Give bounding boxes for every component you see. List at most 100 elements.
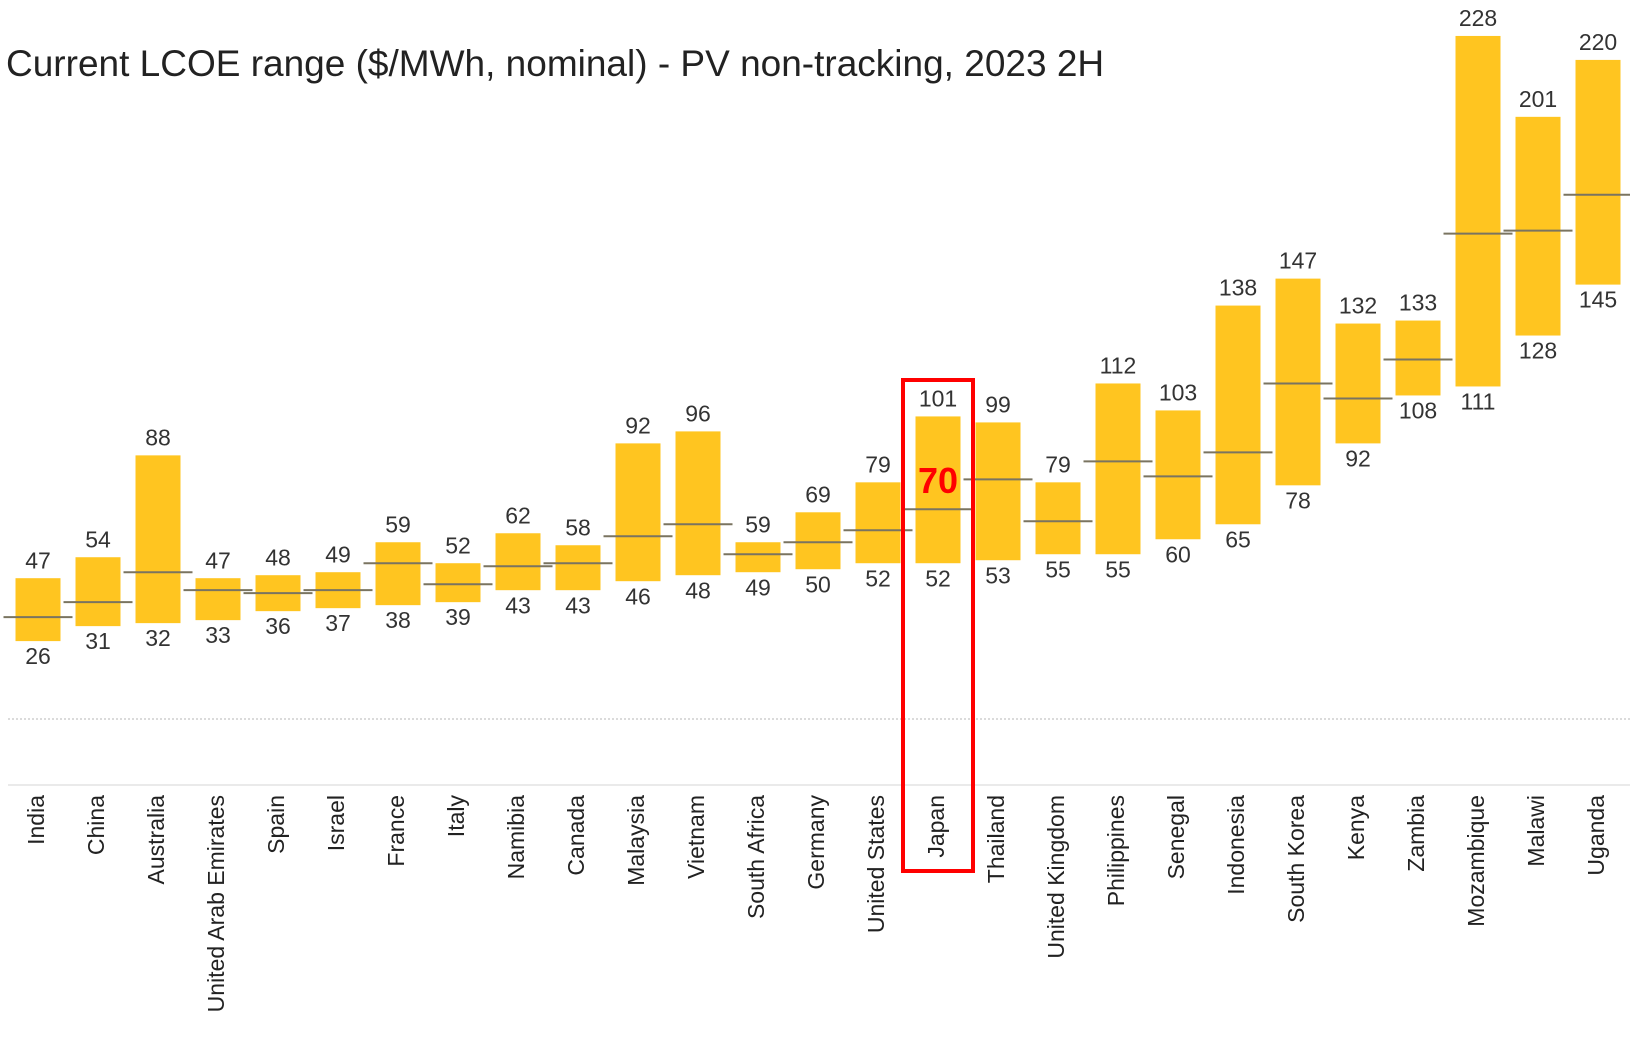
x-tick-label: Japan	[923, 795, 949, 858]
high-label: 47	[25, 547, 51, 573]
low-label: 36	[265, 613, 291, 639]
x-tick-label: South Korea	[1283, 795, 1309, 923]
range-bar	[1095, 383, 1141, 555]
low-label: 55	[1105, 556, 1131, 582]
highlight-box	[901, 378, 975, 873]
x-tick-label: Vietnam	[683, 795, 709, 879]
x-tick-label: Malawi	[1523, 795, 1549, 867]
low-label: 46	[625, 583, 651, 609]
highlight-label: 70	[918, 460, 958, 501]
x-tick-label: United Arab Emirates	[203, 795, 229, 1012]
low-label: 37	[325, 610, 351, 636]
x-tick-label: South Africa	[743, 795, 769, 919]
range-bar	[1515, 116, 1561, 336]
high-label: 59	[745, 511, 771, 537]
x-tick-label: France	[383, 795, 409, 867]
x-tick-label: Mozambique	[1463, 795, 1489, 927]
range-bar	[195, 578, 241, 621]
range-bar	[1155, 410, 1201, 540]
range-bar	[375, 542, 421, 606]
low-label: 33	[205, 622, 231, 648]
low-label: 53	[985, 562, 1011, 588]
high-label: 58	[565, 514, 591, 540]
low-label: 52	[925, 565, 951, 591]
range-bar	[1275, 278, 1321, 486]
high-label: 101	[919, 385, 957, 411]
range-bar	[615, 443, 661, 582]
low-label: 38	[385, 607, 411, 633]
high-label: 62	[505, 502, 531, 528]
range-bar	[675, 431, 721, 576]
low-label: 128	[1519, 338, 1557, 364]
low-label: 39	[445, 604, 471, 630]
low-label: 52	[865, 565, 891, 591]
high-label: 133	[1399, 290, 1437, 316]
low-label: 26	[25, 643, 51, 669]
x-tick-label: Australia	[143, 795, 169, 885]
range-bar	[15, 578, 61, 642]
low-label: 78	[1285, 487, 1311, 513]
high-label: 47	[205, 547, 231, 573]
range-bar	[1035, 482, 1081, 555]
x-tick-label: Zambia	[1403, 795, 1429, 872]
x-tick-label: Malaysia	[623, 795, 649, 886]
x-tick-label: Indonesia	[1223, 795, 1249, 895]
x-tick-label: Canada	[563, 795, 589, 876]
low-label: 43	[505, 592, 531, 618]
low-label: 50	[805, 571, 831, 597]
high-label: 52	[445, 532, 471, 558]
range-bar	[1215, 305, 1261, 525]
range-bar	[915, 416, 961, 564]
x-tick-label: Namibia	[503, 795, 529, 880]
x-tick-label: Kenya	[1343, 795, 1369, 860]
high-label: 103	[1159, 380, 1197, 406]
range-bar	[555, 545, 601, 591]
low-label: 111	[1461, 389, 1496, 415]
range-bar	[735, 542, 781, 573]
high-label: 201	[1519, 86, 1557, 112]
low-label: 31	[85, 628, 111, 654]
x-tick-label: Philippines	[1103, 795, 1129, 906]
x-tick-label: United States	[863, 795, 889, 933]
low-label: 92	[1345, 445, 1371, 471]
low-label: 48	[685, 577, 711, 603]
high-label: 132	[1339, 293, 1377, 319]
high-label: 228	[1459, 5, 1497, 31]
high-label: 54	[85, 526, 111, 552]
x-tick-label: India	[23, 795, 49, 845]
range-bar	[135, 455, 181, 624]
high-label: 96	[685, 400, 711, 426]
range-bar	[75, 557, 121, 627]
range-bar	[795, 512, 841, 570]
x-tick-label: Italy	[443, 795, 469, 838]
x-tick-label: China	[83, 795, 109, 855]
high-label: 92	[625, 412, 651, 438]
high-label: 147	[1279, 248, 1317, 274]
x-tick-label: Spain	[263, 795, 289, 854]
x-tick-label: Israel	[323, 795, 349, 851]
x-tick-label: Germany	[803, 795, 829, 890]
range-bar	[855, 482, 901, 564]
low-label: 49	[745, 574, 771, 600]
high-label: 138	[1219, 275, 1257, 301]
range-bar	[975, 422, 1021, 561]
low-label: 32	[145, 625, 171, 651]
range-bar	[1395, 320, 1441, 396]
high-label: 88	[145, 424, 171, 450]
x-tick-label: United Kingdom	[1043, 795, 1069, 959]
low-label: 60	[1165, 541, 1191, 567]
high-label: 69	[805, 481, 831, 507]
x-tick-label: Uganda	[1583, 795, 1609, 876]
high-label: 59	[385, 511, 411, 537]
low-label: 43	[565, 592, 591, 618]
high-label: 48	[265, 544, 291, 570]
low-label: 55	[1045, 556, 1071, 582]
low-label: 65	[1225, 526, 1251, 552]
x-tick-label: Thailand	[983, 795, 1009, 883]
high-label: 112	[1100, 353, 1137, 379]
range-bar	[435, 563, 481, 603]
range-bar	[1455, 35, 1501, 387]
high-label: 99	[985, 391, 1011, 417]
range-bar	[1575, 59, 1621, 285]
